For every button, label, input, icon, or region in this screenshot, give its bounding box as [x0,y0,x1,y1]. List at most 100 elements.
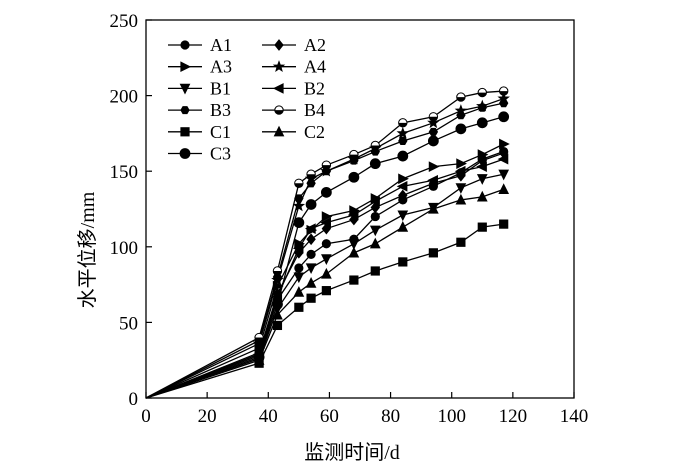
series-line [145,102,504,399]
data-point [499,99,509,108]
legend-label: A1 [210,35,232,55]
data-point [398,136,408,145]
data-point [370,266,380,276]
x-tick-label: 120 [499,406,528,427]
data-point [321,211,333,222]
data-point [477,149,489,160]
data-point [370,211,380,222]
data-point-fill [499,91,508,96]
data-point-fill [456,97,466,102]
data-point [476,174,488,185]
data-point [428,127,439,136]
data-point [180,61,192,73]
data-point [179,148,191,159]
data-point [293,217,305,229]
data-point-fill [429,116,438,121]
data-point [477,222,487,232]
data-point [396,180,408,192]
data-point-fill [294,183,304,188]
y-tick-label: 50 [119,313,138,334]
x-tick-label: 60 [320,406,339,427]
legend-entry-b4: B4 [262,100,325,120]
data-point [304,223,316,235]
data-point [427,116,440,129]
legend-entry-c1: C1 [168,122,231,142]
legend-entry-a1: A1 [168,35,232,55]
data-point [455,193,467,205]
data-point [456,158,467,169]
data-point [428,248,438,258]
data-point [427,135,439,147]
legend-entry-a3: A3 [168,57,232,77]
data-point [273,125,285,137]
legend-label: B1 [210,78,231,98]
legend-label: C2 [304,122,325,142]
data-point [398,189,408,202]
data-point [369,158,381,170]
data-point [320,217,331,228]
data-point [179,83,191,95]
legend-entry-b3: B3 [168,100,231,120]
series-layer [145,86,510,399]
data-point [293,272,305,284]
x-axis-title: 监测时间/d [304,441,400,464]
legend-entry-b2: B2 [262,78,325,98]
legend-label: C3 [210,144,231,164]
x-tick-label: 140 [560,406,589,427]
data-point [305,263,317,275]
data-point [499,219,509,229]
data-point [306,179,316,188]
data-point [305,199,317,210]
data-point [321,254,332,265]
legend-label: B3 [210,100,231,120]
plot-frame [145,19,575,399]
legend-entry-a4: A4 [262,57,326,77]
legend-label: A3 [210,57,232,77]
series-b4 [145,86,509,399]
y-tick-label: 150 [110,162,139,183]
data-point [292,242,304,254]
legend-label: A4 [304,57,326,77]
data-point-fill [349,154,359,159]
data-point-fill [274,110,284,115]
data-point [498,183,510,194]
data-point [498,111,510,123]
data-point-fill [306,174,316,179]
x-tick-label: 40 [259,406,278,427]
data-point [293,286,305,297]
x-tick-label: 80 [381,406,400,427]
data-point [272,308,283,320]
data-point [272,298,283,310]
data-point [306,249,316,259]
data-point-fill [371,145,380,150]
x-tick-label: 100 [437,406,466,427]
data-point [398,257,408,267]
data-point [180,106,190,115]
legend-label: A2 [304,35,326,55]
series-c3 [145,111,510,399]
data-point [397,210,409,222]
data-point [396,126,410,139]
data-point [321,286,331,296]
data-point [456,111,466,120]
data-point [292,199,306,212]
data-point [398,173,409,185]
data-point [180,40,190,50]
data-point-fill [478,92,487,97]
data-point [321,239,331,249]
legend-entry-c3: C3 [168,144,231,164]
y-tick-label: 250 [110,11,139,32]
series-b1 [145,169,510,399]
data-point [456,237,466,247]
data-point [476,161,487,173]
legend-entry-c2: C2 [262,122,325,142]
data-point [348,246,360,258]
data-point [497,153,509,165]
data-point-fill [273,270,282,276]
data-point-fill [254,337,264,342]
legend-label: B4 [304,100,325,120]
data-point [477,103,487,112]
x-tick-label: 0 [141,406,151,427]
data-point [455,183,467,194]
